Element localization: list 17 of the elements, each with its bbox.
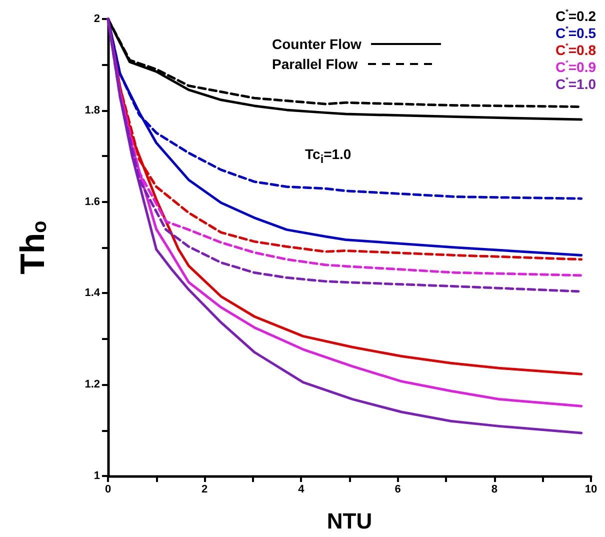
y-tick-label: 1 (94, 470, 100, 482)
x-tick-label: 8 (491, 484, 498, 496)
x-tick-label: 2 (202, 484, 208, 496)
x-axis-title: NTU (326, 508, 372, 534)
x-tick-label: 4 (298, 484, 306, 496)
y-axis-title: Tho (14, 220, 52, 274)
y-tick-label: 1.8 (84, 104, 100, 116)
annotation: Tc$_{i}$=1.0 (305, 146, 352, 166)
y-tick-label: 1.6 (84, 196, 100, 208)
x-tick-label: 10 (584, 484, 598, 496)
x-tick-label: 6 (394, 484, 401, 496)
annotation: Parallel Flow (272, 56, 358, 72)
y-tick-label: 1.2 (84, 378, 100, 391)
y-tick-label: 1.4 (84, 287, 101, 300)
y-tick-label: 2 (94, 13, 100, 25)
x-tick-label: 0 (104, 484, 112, 496)
annotation: Counter Flow (272, 36, 362, 52)
